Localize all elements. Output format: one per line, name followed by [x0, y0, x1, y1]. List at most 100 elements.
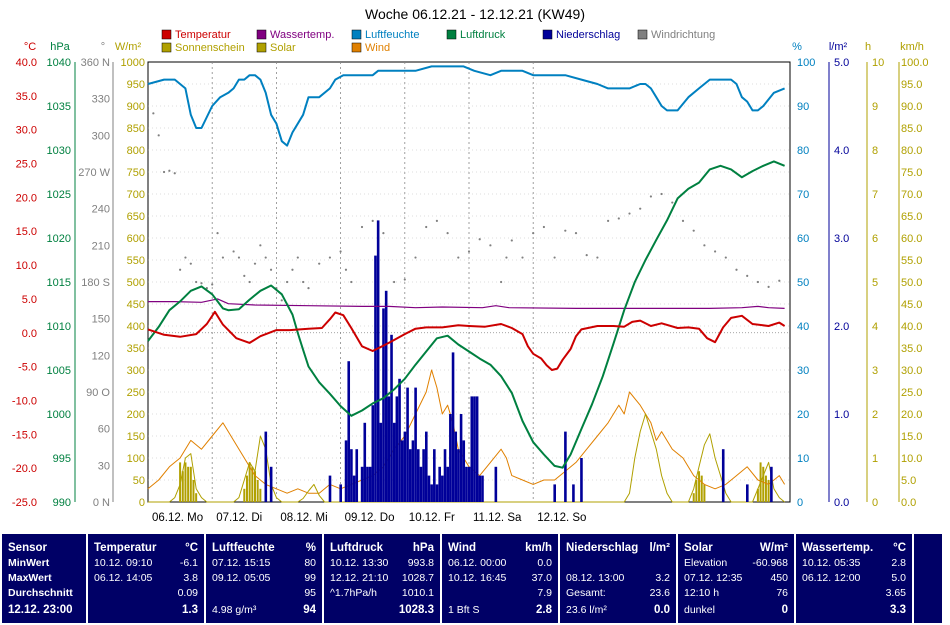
rain-bar — [419, 466, 423, 502]
hum-max-time: 09.12. 05:05 — [212, 572, 271, 584]
wind-avg-value: 7.9 — [537, 587, 552, 599]
wind-tick: 20.0 — [901, 409, 922, 421]
axis-unit: hPa — [50, 41, 70, 53]
rain-bar — [449, 414, 452, 502]
rain-bar — [446, 466, 449, 502]
winddir-point — [574, 232, 578, 235]
winddir-point — [660, 192, 663, 196]
solar-sunshine-value: 76 — [776, 587, 788, 599]
winddir-point — [280, 299, 283, 302]
humidity-line — [147, 65, 785, 147]
sunshine-bar — [756, 488, 759, 502]
legend-swatch — [256, 42, 267, 53]
rain-bar — [564, 431, 567, 502]
rain-bar — [478, 475, 482, 502]
rain-bar — [408, 449, 412, 502]
stats-sensor-column: Sensor MinWert MaxWert Durchschnitt 12.1… — [2, 534, 86, 623]
winddir-point — [521, 256, 524, 259]
winddir-point — [746, 274, 749, 277]
winddir-point — [596, 256, 599, 259]
winddir-point — [286, 280, 289, 284]
stats-wind-column: Wind km/h 06.12. 00:00 0.0 10.12. 16:45 37.… — [442, 534, 558, 623]
dir-tick: 300 — [92, 130, 110, 142]
winddir-point — [248, 280, 251, 284]
rain-bar — [441, 475, 444, 502]
press-tick: 1015 — [47, 277, 71, 289]
winddir-point — [200, 282, 203, 285]
solar-tick: 900 — [127, 101, 145, 113]
solar-max-time: 07.12. 12:35 — [684, 572, 743, 584]
winddir-point — [478, 238, 481, 241]
press-tick: 1040 — [47, 57, 71, 69]
winddir-point — [189, 262, 192, 265]
press-unit: hPa — [412, 542, 434, 554]
day-label: 06.12. Mo — [152, 512, 203, 524]
solar-elevation-value: -60.968 — [752, 557, 788, 569]
legend-swatch — [542, 29, 553, 40]
rain-bar — [553, 484, 556, 502]
watertemp-line — [148, 298, 785, 309]
rain-bar — [350, 449, 353, 502]
solar-tick: 500 — [127, 277, 145, 289]
press-tick: 1005 — [47, 365, 71, 377]
winddir-point — [446, 232, 449, 235]
rain-bar — [352, 475, 356, 502]
sun-tick: 0 — [872, 497, 878, 509]
temp-tick: 40.0 — [16, 57, 37, 69]
rain-bar — [395, 396, 399, 502]
solar-tick: 200 — [127, 409, 145, 421]
solar-tick: 650 — [127, 211, 145, 223]
winddir-point — [232, 250, 235, 253]
rain-tick: 0.0 — [834, 497, 849, 509]
solar-line — [148, 413, 785, 503]
temperature-line — [147, 310, 786, 371]
rain-bar — [355, 449, 359, 502]
press-tick: 1020 — [47, 233, 71, 245]
rain-tick: 5.0 — [834, 57, 849, 69]
dir-tick: 90 O — [86, 387, 110, 399]
legend-label: Luftfeuchte — [365, 29, 419, 41]
solar-tick: 750 — [127, 167, 145, 179]
winddir-point — [205, 287, 208, 290]
hum-max-value: 99 — [304, 572, 316, 584]
stats-scroll-edge — [914, 534, 942, 623]
rain-bar — [347, 361, 351, 502]
solar-tick: 50 — [133, 475, 145, 487]
legend-swatch — [161, 42, 172, 53]
winddir-point — [532, 232, 535, 235]
rain-bar — [746, 484, 749, 502]
rain-total-value: 23.6 — [649, 587, 670, 599]
rain-bar — [379, 422, 383, 502]
winddir-point — [564, 229, 567, 232]
winddir-point — [435, 219, 438, 222]
grid-lines — [148, 62, 790, 502]
solar-tick: 600 — [127, 233, 145, 245]
hum-tick: 80 — [797, 145, 809, 157]
legend-swatch — [637, 29, 648, 40]
rain-bar — [366, 466, 369, 502]
press-tick: 1000 — [47, 409, 71, 421]
legend-label: Solar — [270, 42, 296, 54]
rain-bar — [403, 431, 407, 502]
winddir-point — [489, 244, 492, 247]
hum-tick: 90 — [797, 101, 809, 113]
rain-bar — [269, 466, 273, 502]
winddir-point — [457, 256, 460, 259]
wind-max-value: 37.0 — [531, 572, 552, 584]
hum-header: Luftfeuchte — [212, 542, 275, 554]
temp-tick: 20.0 — [16, 192, 37, 204]
temp-tick: 5.0 — [22, 294, 37, 306]
sunshine-bar — [245, 475, 248, 502]
winddir-point — [467, 250, 471, 253]
solar-tick: 350 — [127, 343, 145, 355]
rain-bar — [339, 484, 342, 502]
axis-unit: W/m² — [115, 41, 142, 53]
winddir-point — [649, 195, 653, 198]
solar-unit: W/m² — [759, 542, 788, 554]
legend-label: Wassertemp. — [270, 29, 334, 41]
hum-tick: 50 — [797, 277, 809, 289]
winddir-point — [296, 256, 299, 259]
rain-bar — [406, 387, 409, 502]
wind-tick: 40.0 — [901, 321, 922, 333]
temp-current-value: 1.3 — [182, 604, 198, 616]
